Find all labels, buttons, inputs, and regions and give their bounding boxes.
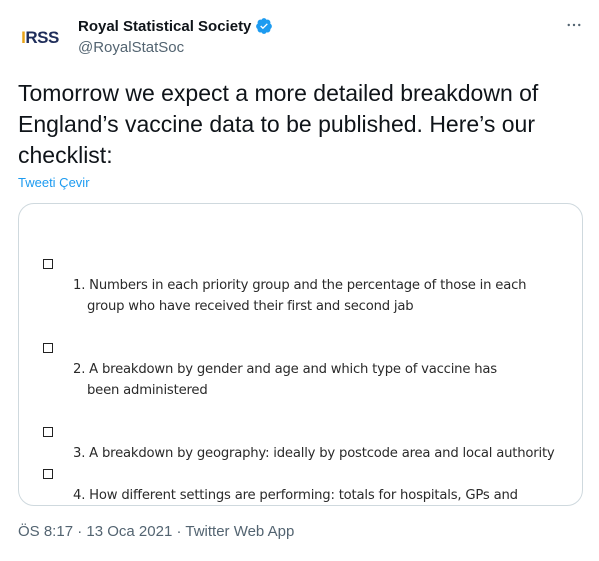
checklist-line: 3. A breakdown by geography: ideally by … (73, 446, 555, 461)
checklist-item: 2. A breakdown by gender and age and whi… (41, 338, 571, 422)
checkbox-icon (43, 259, 53, 269)
translate-tweet-link[interactable]: Tweeti Çevir (18, 175, 90, 190)
checklist-item: 3. A breakdown by geography: ideally by … (41, 422, 571, 464)
tweet-source[interactable]: Twitter Web App (185, 523, 295, 540)
checklist-item: 1. Numbers in each priority group and th… (41, 254, 571, 338)
checklist: 1. Numbers in each priority group and th… (41, 254, 571, 505)
tweet-text: Tomorrow we expect a more detailed break… (18, 80, 539, 168)
avatar-logo-accent: I (21, 28, 26, 47)
checklist-item-text: 2. A breakdown by gender and age and whi… (73, 338, 571, 422)
checkbox-icon (43, 427, 53, 437)
checkbox-icon (43, 469, 53, 479)
author-name[interactable]: Royal Statistical Society (78, 17, 252, 35)
author-handle[interactable]: @RoyalStatSoc (78, 39, 185, 56)
avatar[interactable]: I RSS (16, 14, 64, 62)
checklist-line: group who have received their first and … (87, 299, 414, 314)
more-options-button[interactable] (563, 14, 585, 36)
meta-separator: · (172, 523, 186, 540)
avatar-logo-text: RSS (25, 28, 59, 47)
tweet-meta: ÖS 8:17 · 13 Oca 2021 · Twitter Web App (18, 523, 294, 540)
more-horizontal-icon (567, 23, 581, 27)
media-image[interactable]: 1. Numbers in each priority group and th… (18, 203, 583, 506)
tweet-date[interactable]: 13 Oca 2021 (86, 523, 173, 540)
checklist-line: 1. Numbers in each priority group and th… (73, 278, 527, 293)
checklist-item: 4. How different settings are performing… (41, 464, 571, 505)
checklist-line: been administered (87, 383, 208, 398)
checkbox-icon (43, 343, 53, 353)
meta-separator: · (73, 523, 87, 540)
tweet-time[interactable]: ÖS 8:17 (18, 523, 74, 540)
verified-badge-icon (255, 17, 273, 35)
checklist-item-text: 4. How different settings are performing… (73, 464, 571, 505)
author-name-row: Royal Statistical Society (78, 17, 273, 35)
checklist-line: 4. How different settings are performing… (73, 488, 518, 503)
checklist-item-text: 3. A breakdown by geography: ideally by … (73, 422, 571, 464)
checklist-line: 2. A breakdown by gender and age and whi… (73, 362, 497, 377)
checklist-item-text: 1. Numbers in each priority group and th… (73, 254, 571, 338)
